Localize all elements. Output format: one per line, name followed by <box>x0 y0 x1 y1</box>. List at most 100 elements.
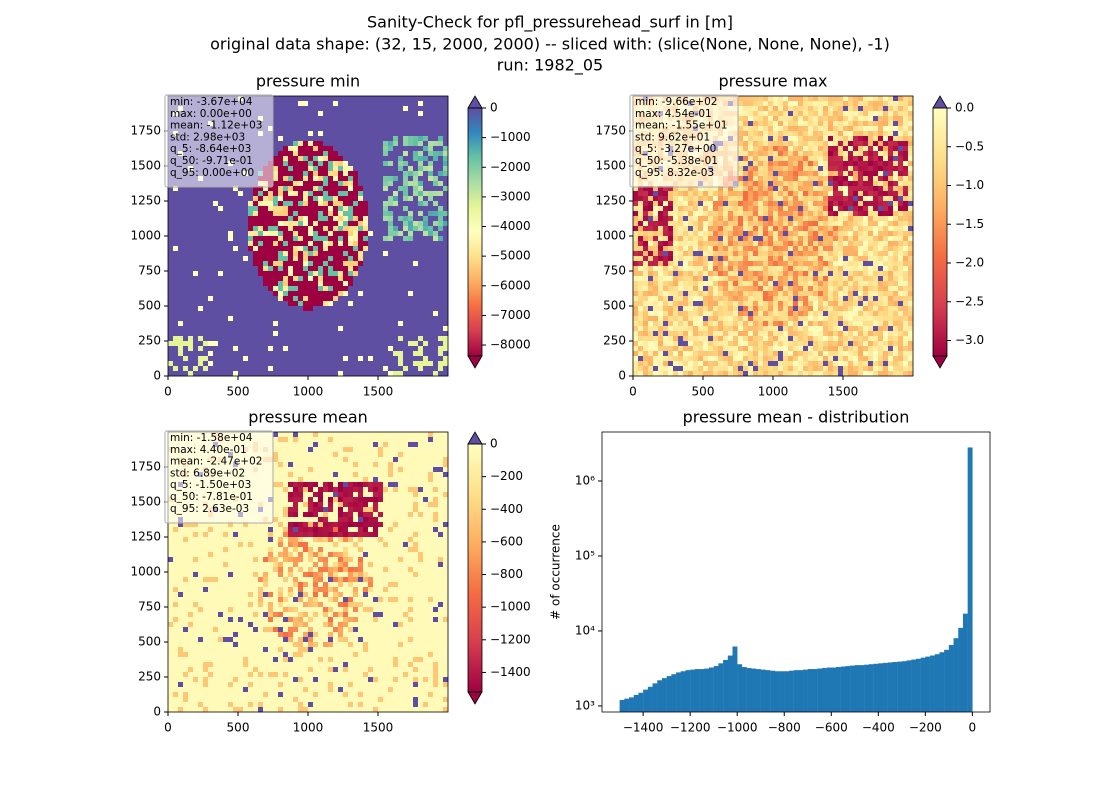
heatmap-cell <box>228 301 234 307</box>
heatmap-cell <box>378 106 384 112</box>
heatmap-cell <box>358 336 364 342</box>
heatmap-cell <box>773 96 779 102</box>
heatmap-cell <box>373 156 379 162</box>
heatmap-cell <box>308 251 314 257</box>
heatmap-cell <box>173 331 179 337</box>
heatmap-cell <box>258 226 264 232</box>
heatmap-cell <box>248 196 254 202</box>
heatmap-cell <box>758 111 764 117</box>
heatmap-cell <box>303 106 309 112</box>
heatmap-cell <box>753 121 759 127</box>
heatmap-cell <box>388 321 394 327</box>
heatmap-cell <box>408 276 414 282</box>
heatmap-cell <box>683 241 689 247</box>
heatmap-cell <box>338 346 344 352</box>
heatmap-cell <box>348 316 354 322</box>
heatmap-cell <box>278 296 284 302</box>
heatmap-cell <box>408 161 414 167</box>
heatmap-cell <box>643 201 649 207</box>
heatmap-cell <box>758 166 764 172</box>
heatmap-cell <box>758 171 764 177</box>
heatmap-cell <box>408 271 414 277</box>
heatmap-cell <box>698 196 704 202</box>
heatmap-cell <box>643 211 649 217</box>
heatmap-cell <box>668 301 674 307</box>
heatmap-cell <box>368 106 374 112</box>
heatmap-cell <box>213 226 219 232</box>
heatmap-cell <box>253 326 259 332</box>
heatmap-cell <box>678 331 684 337</box>
heatmap-cell <box>378 116 384 122</box>
heatmap-cell <box>438 281 444 287</box>
heatmap-cell <box>338 321 344 327</box>
heatmap-cell <box>263 226 269 232</box>
heatmap-cell <box>693 216 699 222</box>
heatmap-cell <box>668 366 674 372</box>
heatmap-cell <box>318 321 324 327</box>
heatmap-cell <box>753 371 759 377</box>
heatmap-cell <box>323 191 329 197</box>
heatmap-cell <box>248 261 254 267</box>
heatmap-cell <box>328 101 334 107</box>
heatmap-cell <box>298 306 304 312</box>
heatmap-cell <box>768 136 774 142</box>
heatmap-cell <box>248 211 254 217</box>
heatmap-cell <box>298 286 304 292</box>
heatmap-cell <box>298 156 304 162</box>
heatmap-cell <box>273 331 279 337</box>
heatmap-cell <box>698 256 704 262</box>
heatmap-cell <box>418 366 424 372</box>
heatmap-cell <box>233 201 239 207</box>
heatmap-cell <box>648 336 654 342</box>
heatmap-cell <box>678 286 684 292</box>
heatmap-cell <box>393 241 399 247</box>
heatmap-cell <box>273 106 279 112</box>
heatmap-cell <box>768 186 774 192</box>
heatmap-cell <box>653 221 659 227</box>
heatmap-cell <box>748 96 754 102</box>
heatmap-cell <box>433 221 439 227</box>
heatmap-cell <box>203 276 209 282</box>
heatmap-cell <box>168 356 174 362</box>
heatmap-cell <box>398 121 404 127</box>
heatmap-cell <box>183 266 189 272</box>
heatmap-cell <box>323 101 329 107</box>
heatmap-cell <box>718 356 724 362</box>
heatmap-cell <box>208 271 214 277</box>
heatmap-cell <box>658 206 664 212</box>
heatmap-cell <box>778 331 784 337</box>
heatmap-cell <box>398 126 404 132</box>
heatmap-cell <box>218 286 224 292</box>
heatmap-cell <box>443 301 449 307</box>
heatmap-cell <box>423 221 429 227</box>
heatmap-cell <box>348 336 354 342</box>
heatmap-cell <box>288 266 294 272</box>
heatmap-cell <box>438 186 444 192</box>
heatmap-cell <box>388 301 394 307</box>
heatmap-cell <box>363 106 369 112</box>
heatmap-cell <box>378 306 384 312</box>
heatmap-cell <box>243 346 249 352</box>
heatmap-cell <box>233 266 239 272</box>
heatmap-cell <box>678 356 684 362</box>
heatmap-cell <box>273 341 279 347</box>
heatmap-cell <box>218 306 224 312</box>
heatmap-cell <box>778 186 784 192</box>
heatmap-cell <box>718 311 724 317</box>
heatmap-cell <box>418 256 424 262</box>
heatmap-cell <box>323 241 329 247</box>
heatmap-cell <box>238 246 244 252</box>
heatmap-cell <box>423 321 429 327</box>
heatmap-cell <box>738 266 744 272</box>
heatmap-cell <box>358 226 364 232</box>
heatmap-cell <box>738 131 744 137</box>
heatmap-cell <box>418 121 424 127</box>
heatmap-cell <box>718 271 724 277</box>
heatmap-cell <box>228 191 234 197</box>
heatmap-cell <box>323 136 329 142</box>
heatmap-cell <box>253 291 259 297</box>
heatmap-cell <box>268 286 274 292</box>
heatmap-cell <box>213 281 219 287</box>
heatmap-cell <box>423 101 429 107</box>
